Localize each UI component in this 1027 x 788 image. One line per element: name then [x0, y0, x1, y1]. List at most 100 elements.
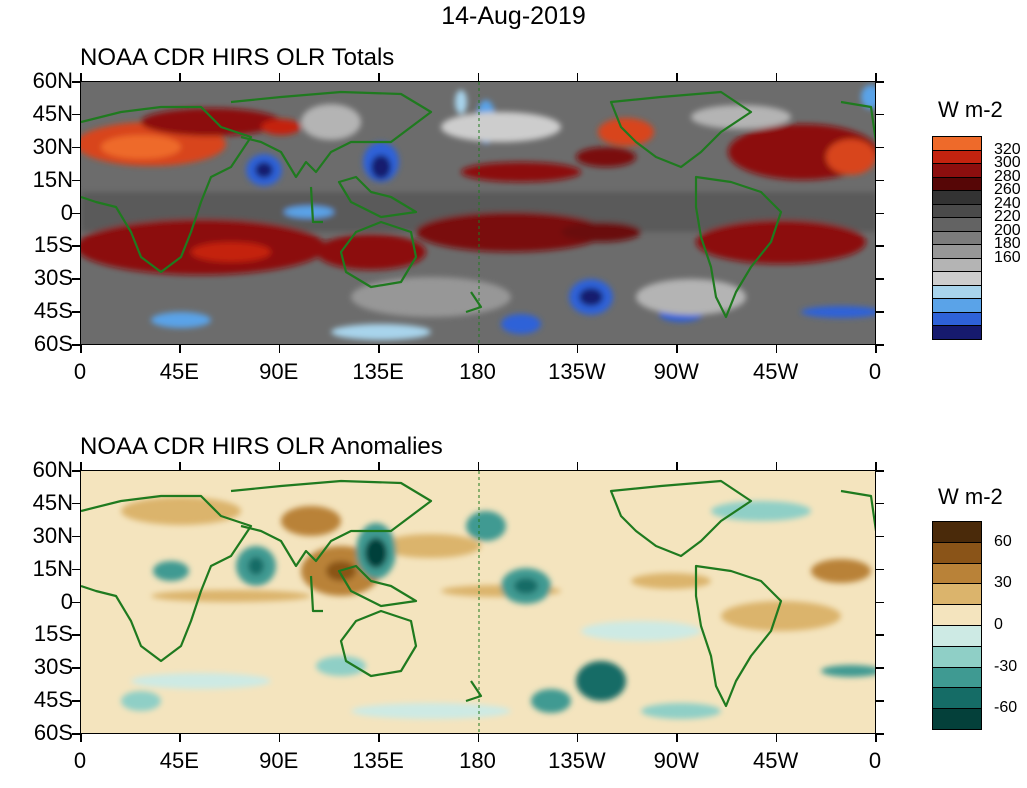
lon-label-anom: 180 — [459, 748, 496, 773]
lat-tick — [876, 601, 884, 603]
lat-tick — [876, 278, 884, 280]
lat-label-anom: 30N — [32, 522, 73, 548]
colorbar-swatch — [932, 217, 982, 232]
colorbar-swatch — [932, 645, 982, 668]
colorbar-swatch — [932, 271, 982, 286]
colorbar-label: 200 — [994, 221, 1021, 239]
lon-tick — [676, 734, 678, 742]
lat-tick — [72, 81, 80, 83]
lat-tick — [876, 146, 884, 149]
lon-tick — [576, 345, 579, 353]
lat-tick — [72, 535, 80, 538]
colorbar-label: 320 — [994, 140, 1021, 158]
lon-label-anom: 0 — [73, 748, 87, 773]
lon-tick — [676, 345, 678, 353]
lat-tick — [72, 179, 80, 182]
colorbar-swatch — [932, 163, 982, 178]
lat-tick — [876, 535, 884, 538]
colorbar-swatch — [932, 257, 982, 272]
lat-tick — [876, 81, 884, 83]
lat-tick — [72, 212, 80, 214]
colorbar-label: 300 — [994, 154, 1021, 171]
lon-tick — [477, 462, 479, 470]
lon-label-anom: 90E — [259, 748, 299, 773]
colorbar-swatch — [932, 284, 982, 299]
colorbar-swatch — [932, 203, 982, 218]
lat-label-anom: 0 — [60, 588, 73, 614]
colorbar-swatch — [932, 604, 982, 626]
lon-tick — [576, 734, 579, 742]
colorbar-label: 280 — [994, 167, 1021, 185]
lat-tick — [72, 634, 80, 636]
colorbar-label: 30 — [994, 574, 1012, 592]
lat-tick — [72, 601, 80, 603]
colorbar-label: -60 — [994, 699, 1018, 717]
lon-tick — [278, 73, 281, 81]
lon-tick — [278, 345, 281, 353]
lon-label-totals: 180 — [459, 359, 496, 384]
lon-tick — [179, 462, 181, 470]
anomalies-map — [80, 470, 876, 734]
lon-tick — [80, 345, 82, 353]
lat-tick — [876, 568, 884, 571]
lat-label-anom: 60N — [32, 457, 73, 482]
lon-tick — [80, 462, 82, 470]
lat-tick — [876, 470, 884, 472]
lat-label-totals: 30N — [32, 133, 73, 159]
lat-tick — [876, 700, 884, 702]
colorbar-swatch — [932, 708, 982, 730]
lat-tick — [72, 502, 80, 505]
lon-tick — [179, 345, 181, 353]
lat-tick — [876, 245, 884, 247]
lon-tick — [775, 73, 778, 81]
lon-tick — [676, 73, 678, 81]
lat-label-totals: 60S — [33, 331, 73, 356]
lat-tick — [876, 344, 884, 346]
colorbar-swatch — [932, 149, 982, 164]
lon-label-totals: 45W — [753, 359, 799, 384]
lat-label-totals: 60N — [32, 68, 73, 93]
lat-tick — [72, 245, 80, 247]
colorbar-swatch — [932, 298, 982, 313]
lat-label-totals: 15N — [32, 166, 73, 192]
totals-map-field — [81, 82, 875, 344]
lat-tick — [876, 502, 884, 505]
colorbar-label: 260 — [994, 181, 1021, 198]
colorbar-label: 160 — [994, 248, 1021, 266]
lat-tick — [72, 733, 80, 735]
lat-tick — [72, 470, 80, 472]
lat-tick — [876, 311, 884, 313]
lat-label-anom: 30S — [33, 654, 73, 680]
lon-tick — [278, 734, 281, 742]
lon-tick — [875, 462, 877, 470]
date-title: 14-Aug-2019 — [441, 2, 586, 30]
lon-tick — [378, 73, 380, 81]
colorbar-swatch — [932, 176, 982, 191]
colorbar-label: 220 — [994, 208, 1021, 225]
lat-tick — [72, 146, 80, 149]
colorbar-swatch — [932, 325, 982, 340]
colorbar-swatch — [932, 625, 982, 647]
colorbar-swatch — [932, 136, 982, 151]
lat-tick — [72, 568, 80, 571]
lon-tick — [179, 734, 181, 742]
lon-label-anom: 135E — [352, 748, 404, 773]
lat-tick — [72, 311, 80, 313]
colorbar-swatch — [932, 311, 982, 326]
lon-tick — [775, 462, 778, 470]
lon-label-anom: 45W — [753, 748, 799, 773]
colorbar-label: 180 — [994, 235, 1021, 252]
lon-tick — [576, 462, 579, 470]
anomalies-colorbar-title: W m-2 — [938, 484, 1003, 509]
colorbar-swatch — [932, 244, 982, 259]
lon-tick — [378, 462, 380, 470]
lat-label-anom: 15N — [32, 555, 73, 581]
colorbar-swatch — [932, 521, 982, 543]
totals-map — [80, 81, 876, 345]
lat-tick — [876, 733, 884, 735]
lon-label-anom: 45E — [159, 748, 199, 773]
lat-tick — [72, 700, 80, 702]
lon-tick — [875, 734, 877, 742]
lon-tick — [576, 73, 579, 81]
lon-tick — [80, 734, 82, 742]
